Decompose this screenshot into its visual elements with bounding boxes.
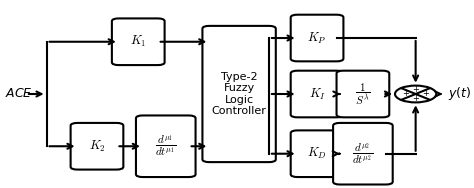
Text: $K_2$: $K_2$	[89, 139, 105, 154]
Text: $\dfrac{d^{\mu_1}}{dt^{\mu_1}}$: $\dfrac{d^{\mu_1}}{dt^{\mu_1}}$	[155, 134, 176, 158]
Text: $K_D$: $K_D$	[307, 146, 327, 161]
FancyBboxPatch shape	[337, 71, 389, 117]
FancyBboxPatch shape	[71, 123, 123, 170]
Text: $\dfrac{1}{S^{\lambda}}$: $\dfrac{1}{S^{\lambda}}$	[355, 81, 371, 107]
FancyBboxPatch shape	[136, 115, 196, 177]
Text: +: +	[412, 94, 419, 102]
FancyBboxPatch shape	[291, 15, 344, 61]
Text: +: +	[412, 86, 419, 94]
Text: Type-2
Fuzzy
Logic
Controller: Type-2 Fuzzy Logic Controller	[212, 72, 266, 116]
FancyBboxPatch shape	[333, 123, 392, 184]
Text: +: +	[402, 89, 409, 99]
Circle shape	[395, 86, 436, 102]
Text: $K_1$: $K_1$	[130, 34, 146, 49]
Text: $K_I$: $K_I$	[309, 86, 326, 102]
Text: $\dfrac{d^{\mu_2}}{dt^{\mu_2}}$: $\dfrac{d^{\mu_2}}{dt^{\mu_2}}$	[352, 142, 374, 166]
Text: +: +	[422, 89, 429, 99]
FancyBboxPatch shape	[291, 130, 344, 177]
FancyBboxPatch shape	[202, 26, 276, 162]
Text: $y(t)$: $y(t)$	[448, 86, 471, 102]
Text: $K_P$: $K_P$	[308, 30, 327, 45]
Text: $ACE$: $ACE$	[5, 87, 33, 101]
FancyBboxPatch shape	[291, 71, 344, 117]
FancyBboxPatch shape	[112, 18, 164, 65]
